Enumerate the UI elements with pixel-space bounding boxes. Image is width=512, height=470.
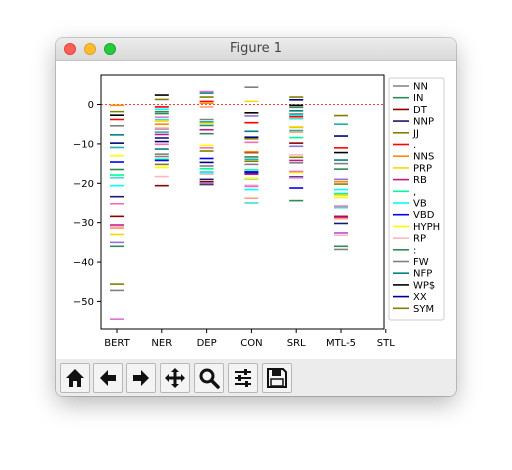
series-group [110,157,348,234]
legend-label: NNS [413,152,434,163]
legend-label: DT [413,105,428,116]
series-group [110,117,348,209]
chart-svg: 0 −10 −20 −30 −40 −50 BERT NER DEP CON SRL MTL-5 STL… [73,74,445,349]
legend-label: VBD [413,210,435,221]
legend-label: PRP [413,163,432,174]
series-group [110,106,348,171]
chart-marks [101,86,384,320]
arrow-right-icon [133,370,149,386]
series-group [110,137,348,225]
legend-label: : [413,245,416,256]
save-icon [267,368,287,388]
x-tick-label: BERT [104,338,130,349]
legend-label: , [413,187,416,198]
x-tick-label: MTL-5 [326,338,356,349]
series-group [110,115,348,244]
figure-window: Figure 1 0 −10 −20 −30 −40 −50 BERT NER DEP CON SR… [56,38,456,396]
legend-label: JJ [412,128,419,139]
y-tick-label: 0 [88,100,94,111]
chart-legend: NNINDTNNPJJ.NNSPRPRB,VBVBDHYPHRP:FWNFPWP… [388,77,445,321]
legend-box [388,77,445,321]
legend-label: IN [413,93,423,104]
series-group [110,100,348,236]
legend-label: . [413,140,416,151]
y-tick-label: −30 [73,218,94,229]
y-tick-label: −20 [73,179,94,190]
x-tick-label: NER [151,338,172,349]
legend-label: RB [413,175,427,186]
pan-button[interactable] [160,363,190,393]
zoom-button[interactable] [194,363,224,393]
x-tick-label: SRL [287,338,306,349]
legend-label: VB [413,199,427,210]
legend-label: RP [413,234,426,245]
legend-label: XX [413,292,427,303]
legend-label: NNP [413,117,434,128]
series-group [110,121,348,161]
series-group [110,96,348,140]
legend-label: SYM [413,304,434,315]
figure-canvas: 0 −10 −20 −30 −40 −50 BERT NER DEP CON SRL MTL-5 STL… [56,61,456,359]
series-group [110,106,348,229]
legend-label: FW [413,257,429,268]
home-button[interactable] [60,363,90,393]
legend-label: NN [413,82,428,93]
series-group [110,154,348,237]
series-group [110,108,348,191]
configure-subplots-button[interactable] [228,363,258,393]
y-tick-label: −40 [73,258,94,269]
save-button[interactable] [262,363,292,393]
x-tick-label: STL [377,338,395,349]
maximize-window-button[interactable] [104,43,116,55]
series-group [110,100,348,149]
series-group [110,110,348,248]
x-tick-label: DEP [197,338,217,349]
series-group [110,99,348,164]
move-icon [165,368,185,388]
arrow-left-icon [100,370,116,386]
x-tick-label: CON [240,338,262,349]
window-title: Figure 1 [229,41,283,56]
series-group [110,86,348,165]
forward-button[interactable] [126,363,156,393]
sliders-icon [235,369,251,387]
series-group [110,128,348,226]
y-tick-label: −50 [73,297,94,308]
minimize-window-button[interactable] [84,43,96,55]
legend-label: HYPH [413,222,440,233]
series-group [110,90,348,320]
y-tick-label: −10 [73,139,94,150]
series-group [110,92,348,161]
back-button[interactable] [93,363,123,393]
series-group [110,144,348,199]
legend-label: NFP [413,269,432,280]
series-group [110,102,348,183]
series-group [110,141,348,207]
series-group [110,94,348,186]
search-icon [199,368,220,389]
navigation-toolbar [56,359,456,396]
series-group [110,142,348,218]
close-window-button[interactable] [64,43,76,55]
home-icon [66,369,84,387]
plot-frame [100,74,385,330]
series-group [110,155,348,292]
legend-label: WP$ [413,280,435,291]
series-group [110,150,348,285]
series-group [110,136,348,195]
title-bar: Figure 1 [56,38,456,61]
chart-axes: 0 −10 −20 −30 −40 −50 BERT NER DEP CON SRL MTL-5 STL [73,100,395,349]
